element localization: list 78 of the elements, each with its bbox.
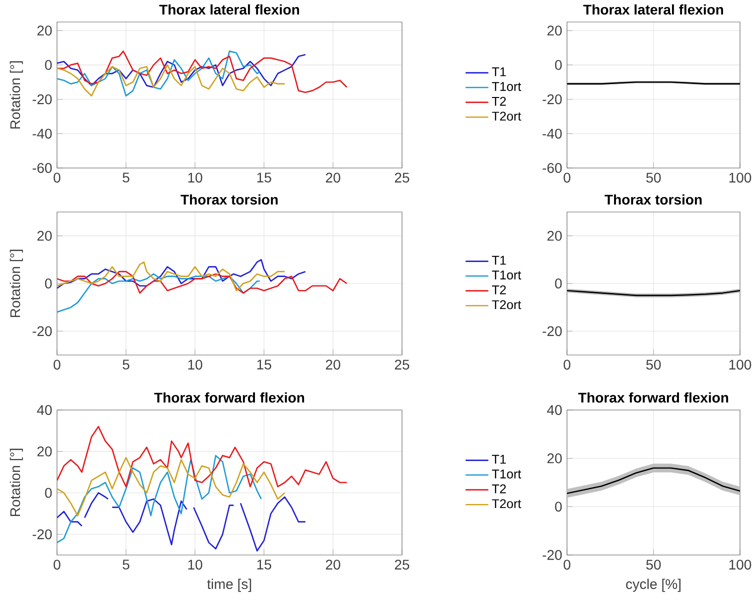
chart-title: Thorax torsion: [604, 194, 702, 205]
y-tick-label: -20: [542, 326, 562, 336]
y-tick-label: 0: [45, 278, 52, 288]
x-tick-label: 10: [188, 172, 202, 183]
x-tick-label: 50: [646, 172, 661, 183]
y-tick-label: 20: [547, 230, 562, 241]
x-tick-label: 0: [54, 560, 60, 570]
legend-label: T2ort: [492, 300, 522, 310]
line-series: [57, 54, 306, 88]
chart-title: Thorax lateral flexion: [583, 4, 724, 15]
x-tick-label: 20: [326, 560, 340, 570]
x-tick-label: 5: [122, 560, 130, 570]
chart-title: Thorax torsion: [180, 194, 278, 205]
x-axis-title: time [s]: [207, 578, 252, 592]
y-tick-label: -40: [542, 128, 562, 139]
line-series: [57, 50, 348, 94]
y-tick-label: 0: [45, 488, 52, 498]
legend-label: T2ort: [492, 499, 522, 508]
y-tick-label: 20: [37, 446, 52, 456]
legend-label: T1ort: [492, 270, 522, 280]
legend-label: T1: [492, 454, 506, 464]
x-tick-label: 0: [54, 360, 60, 370]
y-tick-label: -20: [542, 94, 562, 104]
x-tick-label: 20: [326, 360, 340, 370]
y-tick-label: 20: [37, 230, 52, 241]
y-tick-label: 20: [547, 26, 562, 36]
legend-label: T2: [492, 96, 506, 106]
x-tick-label: 0: [54, 172, 60, 183]
legend-label: T1ort: [492, 470, 522, 478]
x-tick-label: 0: [564, 360, 570, 370]
line-series: [57, 426, 348, 488]
y-tick-label: 20: [547, 453, 562, 464]
y-axis-title: Rotation [°]: [10, 61, 23, 129]
y-tick-label: 0: [45, 60, 52, 70]
x-tick-label: 100: [729, 172, 752, 183]
legend-label: T2: [492, 484, 506, 494]
y-tick-label: -60: [542, 163, 562, 173]
y-tick-label: 40: [37, 405, 52, 415]
chart-title: Thorax forward flexion: [578, 392, 728, 403]
y-tick-label: 0: [555, 502, 562, 512]
x-tick-label: 100: [729, 360, 752, 370]
line-series: [57, 454, 262, 544]
legend-label: T1ort: [492, 82, 522, 91]
y-tick-label: 0: [555, 278, 562, 288]
y-tick-label: -60: [32, 163, 52, 173]
y-tick-label: -20: [542, 550, 562, 560]
x-tick-label: 5: [122, 360, 130, 370]
x-tick-label: 0: [564, 172, 570, 183]
x-tick-label: 50: [646, 560, 661, 570]
x-tick-label: 25: [394, 360, 410, 370]
y-tick-label: -40: [32, 128, 52, 139]
x-tick-label: 10: [188, 560, 202, 570]
y-tick-label: 0: [555, 60, 562, 70]
legend-label: T2ort: [492, 112, 522, 121]
y-axis-title: Rotation [°]: [10, 448, 23, 516]
chart-title: Thorax lateral flexion: [159, 4, 300, 15]
x-tick-label: 10: [188, 360, 202, 370]
x-axis-title: cycle [%]: [626, 578, 680, 592]
x-tick-label: 15: [257, 360, 272, 370]
x-tick-label: 5: [122, 172, 130, 182]
x-tick-label: 25: [394, 560, 410, 570]
x-tick-label: 50: [646, 360, 661, 370]
x-tick-label: 25: [394, 172, 410, 183]
x-tick-label: 20: [326, 172, 340, 183]
y-tick-label: -20: [32, 326, 52, 336]
y-tick-label: 40: [547, 405, 562, 415]
x-tick-label: 15: [257, 172, 272, 182]
x-tick-label: 15: [257, 560, 272, 570]
x-tick-label: 0: [564, 560, 570, 570]
y-tick-label: 20: [37, 26, 52, 36]
y-tick-label: -20: [32, 94, 52, 104]
legend-label: T1: [492, 256, 506, 265]
y-tick-label: -20: [32, 529, 52, 540]
chart-title: Thorax forward flexion: [154, 392, 304, 403]
legend-label: T2: [492, 285, 506, 294]
y-axis-title: Rotation [°]: [10, 250, 23, 318]
x-tick-label: 100: [729, 560, 752, 570]
legend-label: T1: [492, 67, 506, 76]
